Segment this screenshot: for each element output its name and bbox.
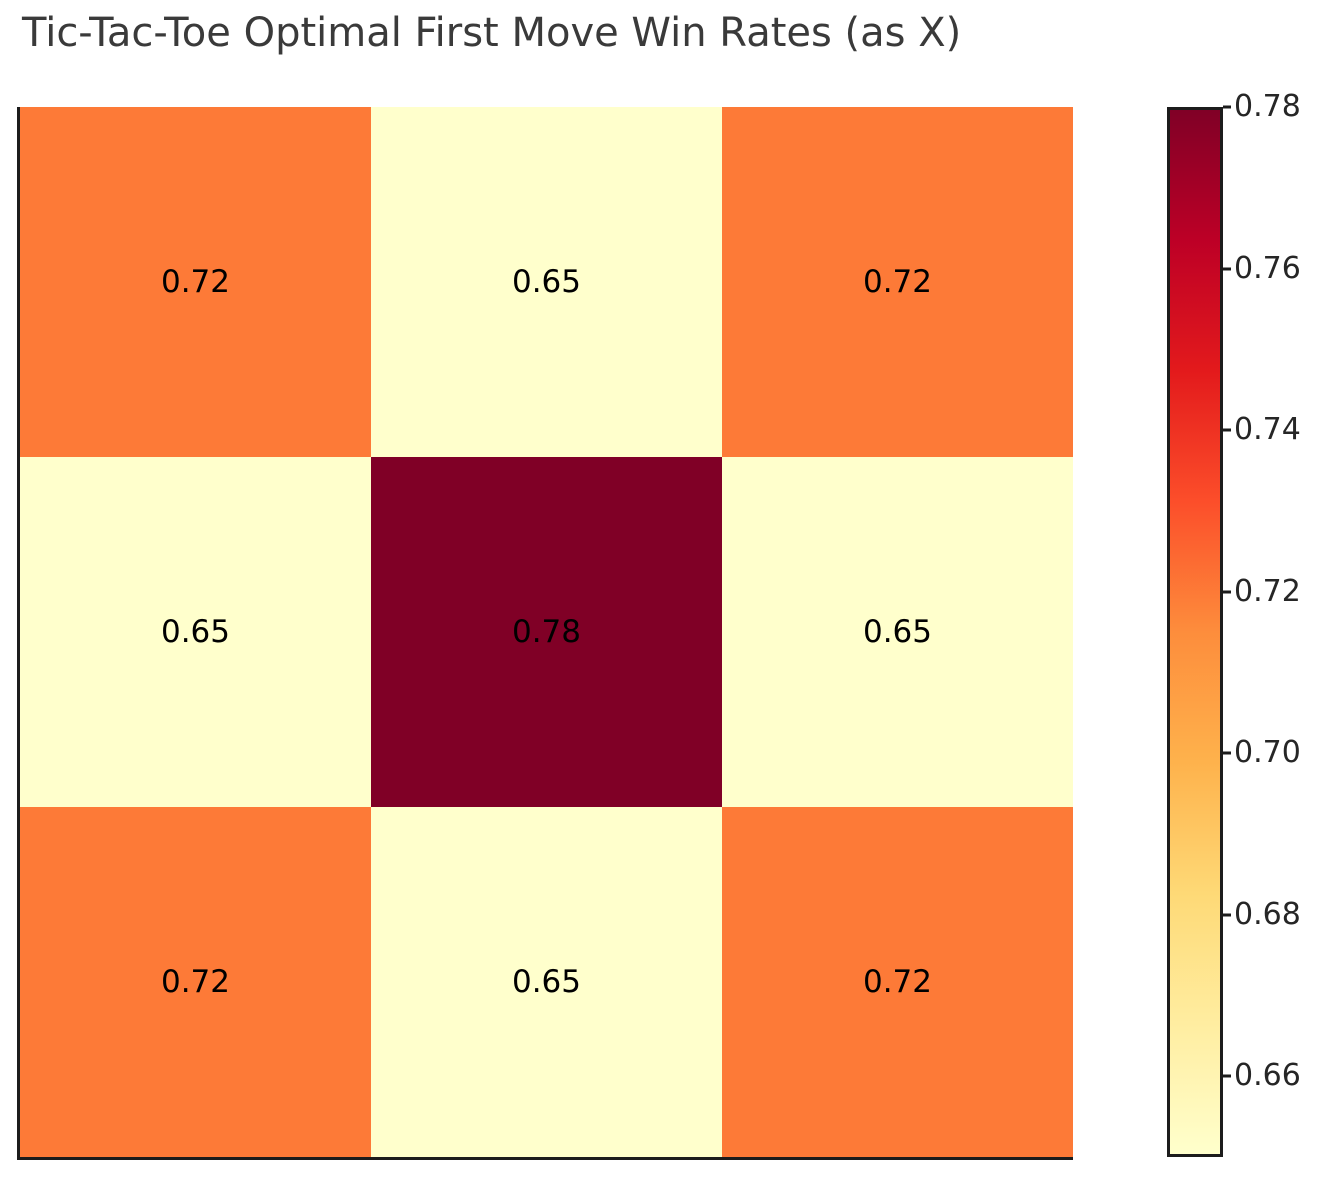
colorbar-tick-label: 0.78 bbox=[1234, 89, 1301, 124]
colorbar-tick-label: 0.72 bbox=[1234, 573, 1301, 609]
colorbar: 0.78 0.76 0.74 0.72 0.70 0.68 0.66 bbox=[1167, 92, 1324, 1157]
cell-value-label: 0.65 bbox=[511, 964, 582, 1000]
heatmap-cell-r0c1: 0.65 bbox=[371, 107, 722, 457]
colorbar-tick-label: 0.74 bbox=[1234, 412, 1301, 448]
heatmap-cell-r2c2: 0.72 bbox=[722, 807, 1073, 1157]
cell-value-label: 0.72 bbox=[862, 264, 933, 300]
colorbar-gradient bbox=[1167, 107, 1223, 1157]
colorbar-tick-label: 0.76 bbox=[1234, 250, 1301, 286]
heatmap-cell-r1c0: 0.65 bbox=[20, 457, 371, 807]
colorbar-tick-label: 0.66 bbox=[1234, 1058, 1301, 1094]
colorbar-tick-label: 0.68 bbox=[1234, 896, 1301, 932]
chart-title: Tic-Tac-Toe Optimal First Move Win Rates… bbox=[22, 10, 962, 56]
cell-value-label: 0.72 bbox=[160, 264, 231, 300]
heatmap-cell-r0c0: 0.72 bbox=[20, 107, 371, 457]
cell-value-label: 0.65 bbox=[511, 264, 582, 300]
colorbar-tick-label: 0.70 bbox=[1234, 735, 1301, 771]
heatmap: 0.72 0.65 0.72 0.65 0.78 0.65 0.72 0.65 0.72 bbox=[17, 107, 1073, 1160]
heatmap-cell-r1c1: 0.78 bbox=[371, 457, 722, 807]
colorbar-tick-mark bbox=[1223, 1074, 1231, 1078]
colorbar-tick-mark bbox=[1223, 267, 1231, 271]
heatmap-cell-r0c2: 0.72 bbox=[722, 107, 1073, 457]
heatmap-cell-r2c0: 0.72 bbox=[20, 807, 371, 1157]
cell-value-label: 0.65 bbox=[160, 614, 231, 650]
heatmap-cell-r2c1: 0.65 bbox=[371, 807, 722, 1157]
heatmap-cell-r1c2: 0.65 bbox=[722, 457, 1073, 807]
colorbar-tick-mark bbox=[1223, 913, 1231, 917]
colorbar-tick-mark bbox=[1223, 428, 1231, 432]
cell-value-label: 0.72 bbox=[862, 964, 933, 1000]
cell-value-label: 0.65 bbox=[862, 614, 933, 650]
colorbar-tick-mark bbox=[1223, 751, 1231, 755]
cell-value-label: 0.78 bbox=[511, 614, 582, 650]
colorbar-tick-mark bbox=[1223, 590, 1231, 594]
cell-value-label: 0.72 bbox=[160, 964, 231, 1000]
colorbar-tick-mark bbox=[1223, 105, 1231, 109]
